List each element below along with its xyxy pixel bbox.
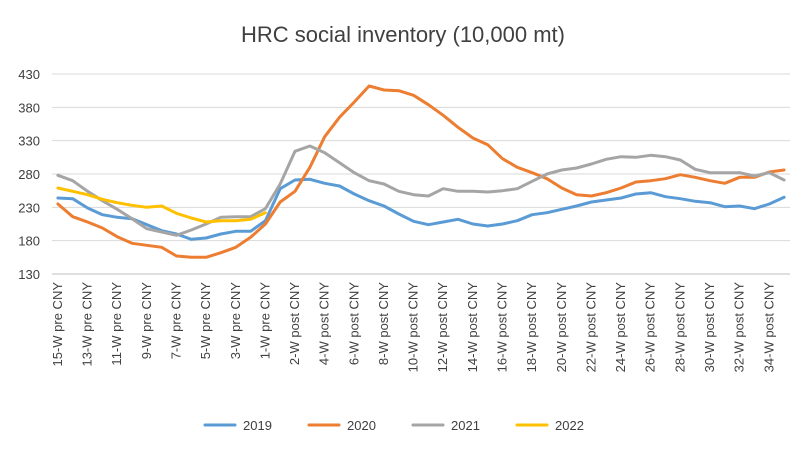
x-tick-label: 26-W post CNY <box>643 282 658 373</box>
x-tick-label: 20-W post CNY <box>554 282 569 373</box>
x-tick-label: 16-W post CNY <box>495 282 510 373</box>
y-tick-label: 130 <box>18 267 40 282</box>
y-tick-label: 330 <box>18 134 40 149</box>
x-tick-label: 30-W post CNY <box>702 282 717 373</box>
y-tick-label: 180 <box>18 234 40 249</box>
x-tick-label: 6-W post CNY <box>346 282 361 365</box>
x-tick-label: 18-W post CNY <box>524 282 539 373</box>
x-tick-label: 13-W pre CNY <box>80 282 95 367</box>
series-line-2021 <box>56 144 786 237</box>
legend: 2019 2020 2021 2022 <box>203 418 584 433</box>
series-line-2020 <box>56 84 786 259</box>
x-tick-label: 8-W post CNY <box>376 282 391 365</box>
legend-label: 2019 <box>243 418 272 433</box>
series-lines <box>56 84 786 259</box>
x-tick-label: 4-W post CNY <box>317 282 332 365</box>
series-line-2022 <box>56 186 267 224</box>
x-tick-label: 5-W pre CNY <box>198 282 213 360</box>
legend-label: 2020 <box>347 418 376 433</box>
x-tick-label: 7-W pre CNY <box>168 282 183 360</box>
x-tick-label: 12-W post CNY <box>435 282 450 373</box>
x-tick-label: 3-W pre CNY <box>228 282 243 360</box>
x-tick-label: 34-W post CNY <box>761 282 776 373</box>
chart-title: HRC social inventory (10,000 mt) <box>241 22 565 47</box>
x-tick-label: 24-W post CNY <box>613 282 628 373</box>
x-tick-label: 11-W pre CNY <box>109 282 124 366</box>
x-axis-ticks: 15-W pre CNY 13-W pre CNY 11-W pre CNY 9-W … <box>50 282 776 373</box>
y-tick-label: 230 <box>18 200 40 215</box>
x-tick-label: 22-W post CNY <box>583 282 598 373</box>
x-tick-label: 10-W post CNY <box>406 282 421 373</box>
x-tick-label: 14-W post CNY <box>465 282 480 373</box>
y-tick-label: 380 <box>18 100 40 115</box>
y-tick-label: 280 <box>18 167 40 182</box>
x-tick-label: 32-W post CNY <box>732 282 747 373</box>
x-tick-label: 9-W pre CNY <box>139 282 154 360</box>
x-tick-label: 28-W post CNY <box>672 282 687 373</box>
x-tick-label: 2-W post CNY <box>287 282 302 365</box>
gridlines <box>52 73 790 275</box>
x-tick-label: 1-W pre CNY <box>257 282 272 360</box>
x-tick-label: 15-W pre CNY <box>50 282 65 367</box>
legend-label: 2021 <box>451 418 480 433</box>
legend-label: 2022 <box>555 418 584 433</box>
y-tick-label: 430 <box>18 67 40 82</box>
y-axis-ticks: 130 180 230 280 330 380 430 <box>18 67 40 282</box>
